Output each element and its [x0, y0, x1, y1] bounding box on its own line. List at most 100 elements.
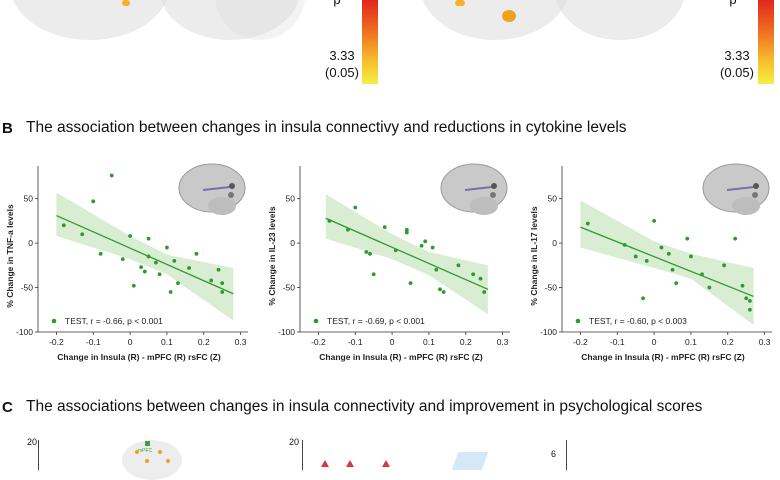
brain-inset-node-2 [752, 192, 758, 198]
x-tick-label: 0.3 [235, 337, 247, 347]
brain-inset [440, 163, 508, 215]
data-point [430, 245, 435, 250]
x-tick-label: 0 [128, 337, 133, 347]
x-tick-label: 0.1 [423, 337, 435, 347]
panel-a-strip: p 3.33 (0.05) p 3.33 (0.05) [0, 0, 780, 110]
data-point [434, 267, 439, 272]
data-point [585, 221, 590, 226]
data-point [120, 257, 125, 262]
data-point [157, 272, 162, 277]
brain-inset-lobe [470, 197, 498, 215]
orange-marker-1 [135, 450, 139, 454]
y-tick-label: 0 [552, 238, 557, 248]
y-tick-label: -50 [283, 283, 296, 293]
data-point [482, 290, 487, 294]
data-point [622, 242, 627, 247]
legend-text: TEST, r = -0.60, p < 0.003 [589, 316, 687, 326]
brain-inset-node-1 [753, 183, 759, 189]
y-tick-label: -50 [21, 283, 34, 293]
data-point [146, 254, 151, 259]
brain-inset [178, 163, 246, 215]
data-point [471, 272, 476, 277]
orange-marker-2 [158, 450, 162, 454]
brain-image-c [122, 440, 182, 480]
colorbar-left-value: 3.33 [329, 48, 355, 63]
colorbar-left-p: (0.05) [325, 65, 359, 80]
y-tick-label: 50 [286, 194, 296, 204]
data-point [747, 298, 752, 303]
regression-line [325, 217, 489, 290]
x-tick-label: 0.2 [198, 337, 210, 347]
colorbar-right-top-label: p [718, 0, 748, 7]
data-point [393, 248, 398, 253]
data-point [98, 251, 103, 256]
red-triangle-2 [346, 460, 354, 467]
data-point [91, 199, 96, 204]
data-point [131, 283, 136, 288]
section-b-title: The association between changes in insul… [26, 119, 627, 136]
panel-c-axis-3 [566, 440, 567, 470]
brain-image-right-1 [420, 0, 570, 40]
data-point [419, 243, 424, 248]
data-point [700, 272, 704, 277]
y-tick-label: 0 [28, 238, 33, 248]
red-triangle-1 [321, 460, 329, 467]
section-c-letter: C [2, 399, 13, 416]
activation-spot [122, 0, 130, 6]
data-point [220, 281, 225, 286]
panel-c-strip: 20 mPFC 20 6 [0, 432, 780, 480]
data-point [740, 283, 745, 288]
brain-inset-node-1 [491, 183, 497, 189]
brain-inset-connection [726, 186, 755, 191]
brain-inset-lobe [732, 197, 760, 215]
data-point [685, 236, 690, 241]
data-point [674, 281, 679, 286]
regression-line [580, 226, 754, 298]
data-point [733, 236, 738, 241]
data-point [722, 263, 727, 268]
data-point [438, 287, 442, 292]
x-tick-label: 0 [652, 337, 657, 347]
data-point [176, 281, 180, 286]
brain-image-left-1 [10, 0, 170, 40]
brain-inset-node-2 [490, 192, 496, 198]
data-point [153, 260, 158, 265]
brain-inset [702, 163, 770, 215]
activation-spot-right-1 [455, 0, 465, 6]
chart-il23: 50 0 -50 -100 -0.2 -0.1 0 0.1 0.2 0.3 Change in In… [267, 163, 510, 362]
y-tick-label: -100 [278, 327, 295, 337]
data-point [382, 225, 387, 230]
x-tick-label: -0.1 [86, 337, 101, 347]
y-tick-label: 50 [24, 194, 34, 204]
data-point [364, 250, 369, 254]
data-point [408, 281, 413, 286]
legend-text: TEST, r = -0.69, p < 0.001 [327, 316, 425, 326]
orange-marker-3 [145, 459, 149, 463]
x-tick-label: 0.3 [497, 337, 509, 347]
x-tick-label: 0 [390, 337, 395, 347]
data-point [423, 239, 428, 244]
chart-tnf: 50 0 -50 -100 -0.2 -0.1 0 0.1 0.2 0.3 Change in In… [5, 163, 248, 362]
panel-c-ytick-1: 20 [27, 437, 38, 447]
data-point [172, 258, 177, 263]
data-point [371, 272, 376, 277]
data-point [220, 290, 225, 294]
data-point [404, 230, 409, 235]
x-axis-label: Change in Insula (R) - mPFC (R) rsFC (Z) [57, 352, 221, 362]
brain-inset-connection [464, 186, 493, 191]
x-tick-label: -0.2 [311, 337, 326, 347]
data-point [652, 218, 657, 223]
data-point [80, 232, 85, 237]
data-point [187, 266, 191, 270]
x-tick-label: 0.2 [722, 337, 734, 347]
data-point [216, 267, 221, 272]
data-point [670, 267, 675, 272]
data-point [146, 236, 151, 241]
y-axis-label: % Change in TNF-a levels [5, 204, 15, 308]
y-tick-label: -100 [16, 327, 33, 337]
x-axis-label: Change in Insula (R) - mPFC (R) rsFC (Z) [581, 352, 745, 362]
x-tick-label: 0.1 [685, 337, 697, 347]
panel-c-axis-2 [302, 440, 303, 470]
brain-inset-lobe [208, 197, 236, 215]
colorbar-right-p: (0.05) [720, 65, 754, 80]
